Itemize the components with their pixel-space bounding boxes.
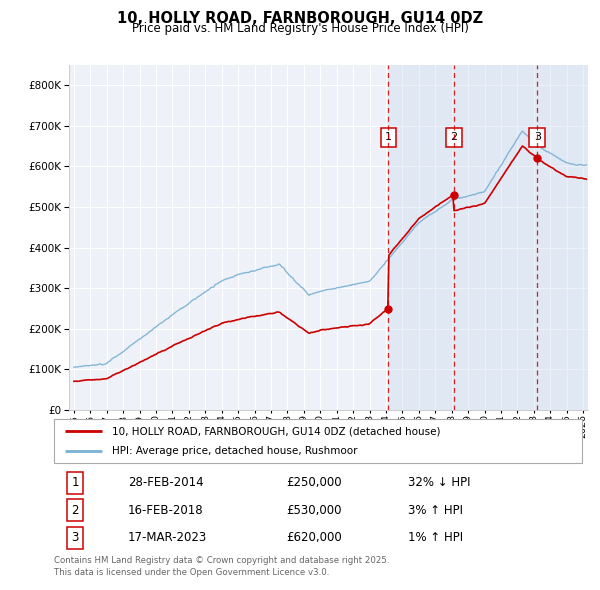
Text: £530,000: £530,000 <box>286 504 342 517</box>
Text: 28-FEB-2014: 28-FEB-2014 <box>128 476 203 489</box>
Bar <box>454 65 537 410</box>
Text: Contains HM Land Registry data © Crown copyright and database right 2025.
This d: Contains HM Land Registry data © Crown c… <box>54 556 389 576</box>
Text: 1% ↑ HPI: 1% ↑ HPI <box>408 532 463 545</box>
Text: 10, HOLLY ROAD, FARNBOROUGH, GU14 0DZ: 10, HOLLY ROAD, FARNBOROUGH, GU14 0DZ <box>117 11 483 25</box>
Text: 2: 2 <box>71 504 79 517</box>
Text: 32% ↓ HPI: 32% ↓ HPI <box>408 476 470 489</box>
Text: 16-FEB-2018: 16-FEB-2018 <box>128 504 203 517</box>
Text: 10, HOLLY ROAD, FARNBOROUGH, GU14 0DZ (detached house): 10, HOLLY ROAD, FARNBOROUGH, GU14 0DZ (d… <box>112 427 440 436</box>
Text: 2: 2 <box>450 132 457 142</box>
Text: Price paid vs. HM Land Registry's House Price Index (HPI): Price paid vs. HM Land Registry's House … <box>131 22 469 35</box>
Text: £250,000: £250,000 <box>286 476 342 489</box>
Bar <box>388 65 454 410</box>
Text: £620,000: £620,000 <box>286 532 342 545</box>
Text: 3: 3 <box>71 532 79 545</box>
Text: 17-MAR-2023: 17-MAR-2023 <box>128 532 207 545</box>
Text: 1: 1 <box>71 476 79 489</box>
Text: 1: 1 <box>385 132 392 142</box>
FancyBboxPatch shape <box>54 419 582 463</box>
Bar <box>537 65 588 410</box>
Text: 3% ↑ HPI: 3% ↑ HPI <box>408 504 463 517</box>
Text: HPI: Average price, detached house, Rushmoor: HPI: Average price, detached house, Rush… <box>112 446 358 455</box>
Text: 3: 3 <box>534 132 541 142</box>
